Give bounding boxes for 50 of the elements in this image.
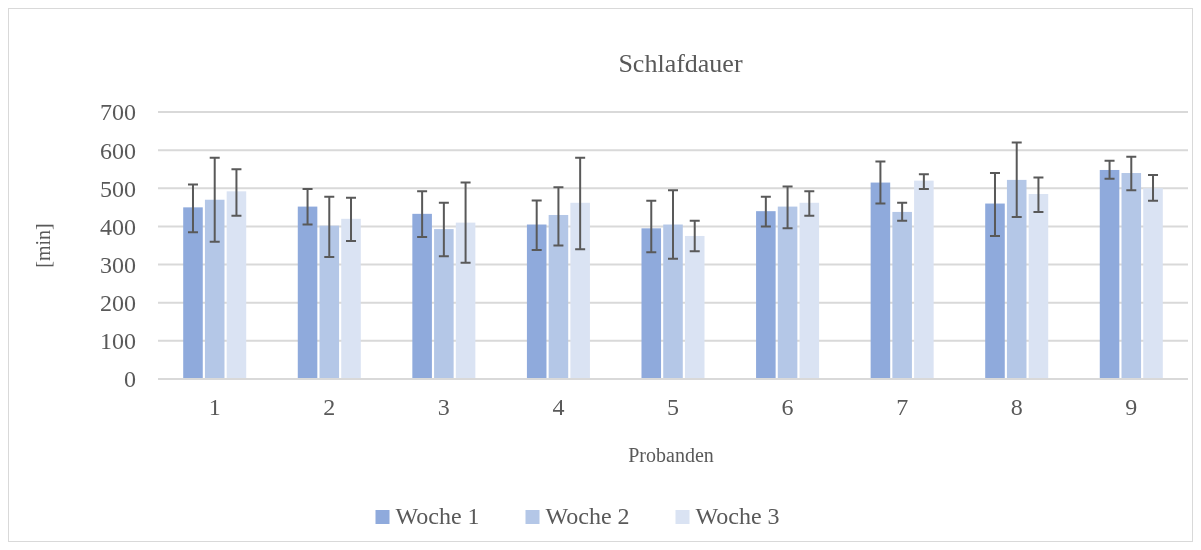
- bar: [756, 211, 776, 379]
- bar: [297, 206, 318, 379]
- x-tick-label: 1: [208, 394, 221, 420]
- x-axis-title: Probanden: [628, 444, 714, 466]
- chart-title: Schlafdauer: [618, 49, 743, 78]
- bar: [455, 222, 476, 379]
- bar: [1099, 169, 1120, 379]
- bar: [892, 211, 912, 379]
- bar: [319, 225, 340, 379]
- bar: [799, 202, 820, 379]
- x-tick-label: 3: [437, 394, 450, 420]
- x-tick-label: 5: [667, 394, 679, 420]
- bar: [1121, 173, 1142, 379]
- y-axis-title: [min]: [32, 223, 54, 268]
- x-tick-label: 4: [552, 394, 565, 420]
- bar: [341, 218, 361, 379]
- y-tick-label: 600: [100, 137, 136, 164]
- bar: [641, 228, 662, 379]
- x-tick-label: 8: [1010, 394, 1023, 420]
- bar: [684, 235, 705, 379]
- bar: [570, 202, 590, 379]
- legend-label: Woche 1: [395, 503, 480, 529]
- bar: [226, 191, 247, 379]
- bar: [412, 213, 432, 379]
- bar: [548, 214, 569, 379]
- bar: [985, 203, 1005, 379]
- x-tick-label: 7: [896, 394, 909, 420]
- bar: [434, 229, 454, 379]
- x-tick-label: 9: [1125, 394, 1138, 420]
- y-tick-label: 100: [100, 328, 136, 355]
- bar: [870, 182, 891, 379]
- bar: [1028, 194, 1049, 379]
- y-tick-label: 200: [100, 290, 136, 317]
- bar: [183, 207, 203, 379]
- bar: [1006, 179, 1027, 379]
- bar: [1143, 188, 1163, 379]
- x-tick-label: 6: [781, 394, 794, 420]
- legend-label: Woche 2: [545, 503, 630, 529]
- y-tick-label: 500: [100, 175, 136, 202]
- bar: [204, 199, 225, 379]
- legend-label: Woche 3: [695, 503, 780, 529]
- y-tick-label: 400: [100, 213, 136, 240]
- bar: [663, 224, 683, 379]
- bar: [526, 224, 547, 379]
- y-tick-label: 0: [124, 366, 136, 393]
- bar: [777, 206, 798, 379]
- x-tick-label: 2: [323, 394, 336, 420]
- y-tick-label: 700: [100, 99, 136, 126]
- y-tick-label: 300: [100, 251, 136, 278]
- bar: [914, 180, 934, 379]
